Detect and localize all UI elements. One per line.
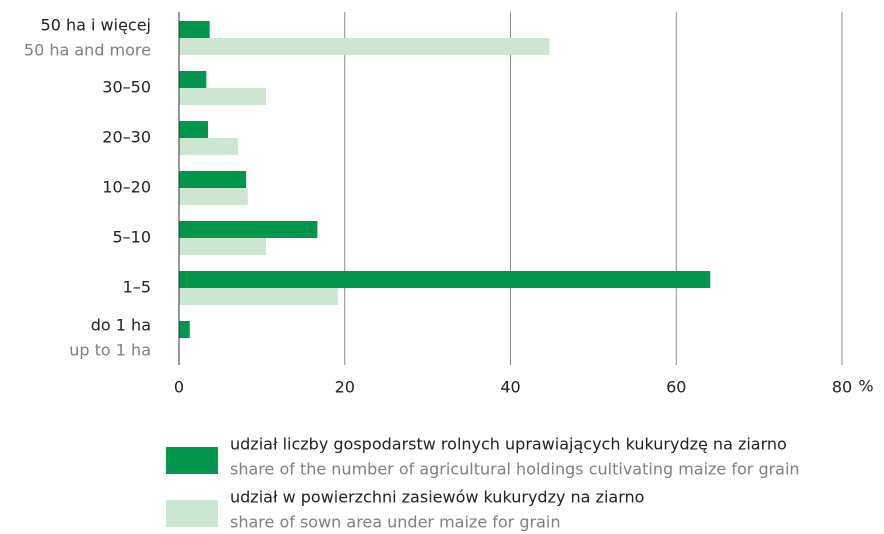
x-tick-label: 80 xyxy=(832,378,852,397)
bar xyxy=(179,38,550,55)
bar xyxy=(179,88,267,105)
legend-label-en: share of sown area under maize for grain xyxy=(230,513,560,532)
bar xyxy=(179,71,207,88)
y-tick-label: 5–10 xyxy=(112,228,151,247)
x-tick-label: 60 xyxy=(666,378,686,397)
y-tick-label: 30–50 xyxy=(102,78,151,97)
bar xyxy=(179,321,190,338)
legend-label: udział liczby gospodarstw rolnych uprawi… xyxy=(230,435,787,454)
y-tick-label-en: up to 1 ha xyxy=(69,341,151,360)
bar xyxy=(179,171,247,188)
bar xyxy=(179,271,711,288)
legend-label-en: share of the number of agricultural hold… xyxy=(230,460,800,479)
bar xyxy=(179,288,339,305)
y-tick-label: 50 ha i więcej xyxy=(41,16,151,35)
y-tick-label-en: 50 ha and more xyxy=(24,41,151,60)
bar xyxy=(179,238,267,255)
bar xyxy=(179,121,209,138)
bar xyxy=(179,21,210,38)
y-tick-label: do 1 ha xyxy=(91,316,151,335)
y-tick-label: 10–20 xyxy=(102,178,151,197)
y-tick-label: 20–30 xyxy=(102,128,151,147)
x-tick-label: 0 xyxy=(174,378,184,397)
legend-swatch xyxy=(166,447,218,474)
x-tick-label: 20 xyxy=(335,378,355,397)
legend-swatch xyxy=(166,500,218,527)
bar xyxy=(179,188,248,205)
x-tick-label: 40 xyxy=(500,378,520,397)
x-unit: % xyxy=(858,377,873,396)
legend-label: udział w powierzchni zasiewów kukurydzy … xyxy=(230,488,644,507)
bar xyxy=(179,221,318,238)
y-tick-label: 1–5 xyxy=(123,278,151,297)
bar xyxy=(179,138,238,155)
